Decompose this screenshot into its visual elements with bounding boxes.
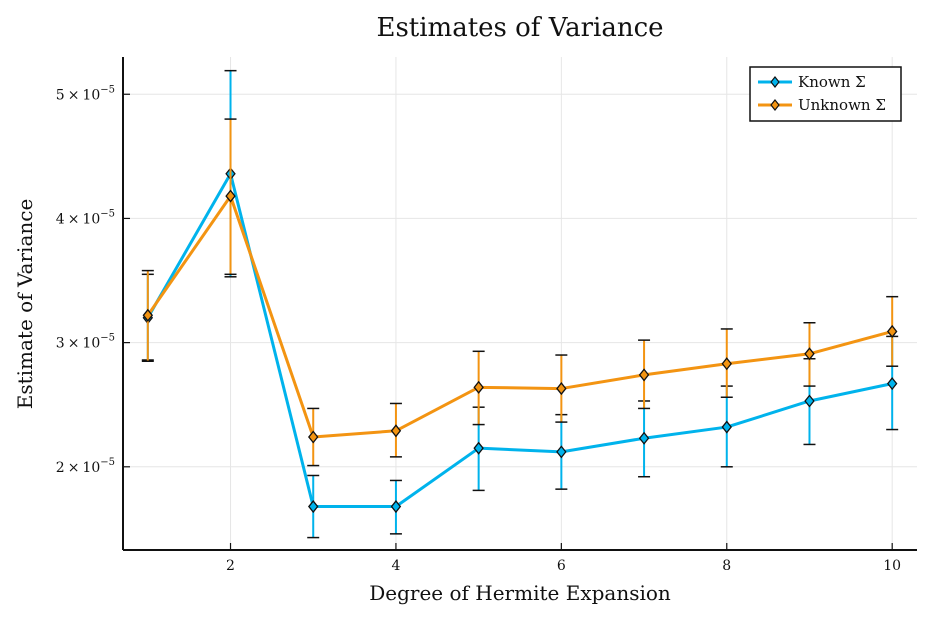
data-point bbox=[307, 430, 319, 444]
y-tick-times: × bbox=[68, 211, 80, 227]
data-point bbox=[638, 431, 650, 445]
x-tick-label: 6 bbox=[557, 558, 566, 574]
legend-label: Unknown Σ bbox=[798, 96, 886, 114]
data-point bbox=[556, 445, 567, 459]
series-line bbox=[146, 172, 893, 509]
series-line bbox=[146, 194, 893, 439]
legend-marker bbox=[770, 99, 780, 111]
grid bbox=[123, 57, 917, 550]
legend-box bbox=[749, 66, 902, 122]
x-axis-label: Degree of Hermite Expansion bbox=[369, 581, 671, 605]
series-0 bbox=[141, 69, 899, 539]
data-point bbox=[721, 357, 733, 371]
data-point bbox=[556, 382, 567, 396]
legend: Known Σ Unknown Σ bbox=[749, 66, 902, 122]
legend-marker bbox=[770, 76, 780, 88]
y-axis-label: Estimate of Variance bbox=[13, 199, 37, 410]
data-point bbox=[886, 377, 898, 391]
series-group bbox=[141, 69, 899, 539]
y-tick-exponent: −5 bbox=[100, 84, 115, 95]
y-tick-label: 2 × 10−5 bbox=[56, 457, 115, 476]
y-tick-base: 10 bbox=[82, 336, 100, 352]
y-tick-times: × bbox=[68, 460, 80, 476]
y-tick-label: 3 × 10−5 bbox=[56, 333, 115, 352]
data-point bbox=[390, 424, 402, 438]
data-point bbox=[473, 380, 484, 394]
x-tick-label: 4 bbox=[391, 558, 400, 574]
y-tick-exponent: −5 bbox=[100, 208, 115, 219]
y-tick-times: × bbox=[68, 336, 80, 352]
y-tick-mantissa: 3 bbox=[56, 336, 65, 352]
x-tick-label: 2 bbox=[226, 558, 235, 574]
y-tick-mantissa: 5 bbox=[56, 87, 65, 103]
data-point bbox=[307, 499, 319, 514]
data-point bbox=[142, 308, 154, 322]
y-tick-base: 10 bbox=[82, 460, 100, 476]
x-tick-label: 10 bbox=[883, 558, 901, 574]
chart-title: Estimates of Variance bbox=[376, 13, 663, 43]
data-point bbox=[721, 420, 733, 434]
data-point bbox=[473, 441, 484, 455]
y-tick-label: 4 × 10−5 bbox=[56, 208, 115, 227]
x-ticks: 2 4 6 8 10 bbox=[226, 543, 901, 574]
data-point bbox=[638, 368, 650, 382]
y-tick-base: 10 bbox=[82, 87, 100, 103]
y-ticks: 2 × 10−53 × 10−54 × 10−55 × 10−5 bbox=[56, 84, 130, 476]
data-point bbox=[225, 189, 236, 203]
y-tick-mantissa: 2 bbox=[56, 460, 65, 476]
legend-item-0: Known Σ bbox=[758, 73, 866, 91]
y-tick-exponent: −5 bbox=[100, 457, 115, 468]
y-tick-base: 10 bbox=[82, 211, 100, 227]
data-point bbox=[804, 347, 815, 361]
y-tick-exponent: −5 bbox=[100, 333, 115, 344]
y-tick-label: 5 × 10−5 bbox=[56, 84, 115, 103]
data-point bbox=[886, 324, 898, 338]
legend-label: Known Σ bbox=[798, 73, 866, 91]
data-point bbox=[390, 499, 402, 514]
legend-item-1: Unknown Σ bbox=[758, 96, 886, 114]
x-tick-label: 8 bbox=[722, 558, 731, 574]
y-tick-mantissa: 4 bbox=[56, 211, 65, 227]
data-point bbox=[804, 394, 815, 408]
y-tick-times: × bbox=[68, 87, 80, 103]
series-1 bbox=[141, 118, 899, 467]
axes bbox=[122, 57, 917, 551]
